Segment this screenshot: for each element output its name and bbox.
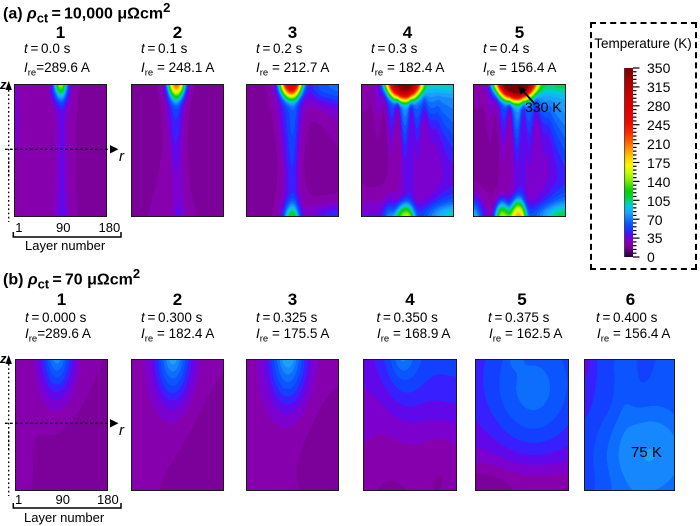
svg-text:z: z — [0, 78, 7, 92]
svg-text:z: z — [0, 352, 7, 366]
svg-text:r: r — [119, 148, 125, 165]
svg-text:r: r — [119, 422, 125, 439]
